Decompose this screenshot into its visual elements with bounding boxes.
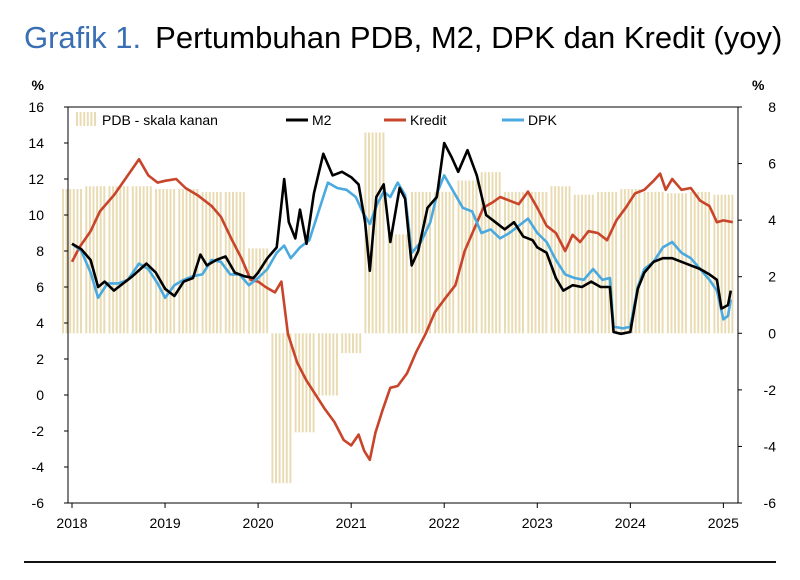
left-tick-label: 4 [36,315,44,331]
right-tick-label: 8 [768,99,776,115]
left-tick-label: 14 [28,135,44,151]
legend-swatch [76,112,78,126]
axes: 16 14 12 10 8 6 4 2 0 -2 -4 -6 8 6 4 2 0 -2 -4 -6% % 2018 2019… [28,77,776,531]
right-tick-label: 6 [768,156,776,172]
x-tick-label: 2025 [708,515,739,531]
legend-item-kredit: Kredit [384,112,447,128]
kredit-line [70,157,733,462]
gdp-bar [713,194,734,334]
gdp-bar [573,194,594,334]
gdp-bar [178,189,199,334]
chart-title-number: Grafik 1. [24,20,142,55]
gdp-bar [550,186,571,334]
x-tick-label: 2020 [243,515,274,531]
chart-title-text: Pertumbuhan PDB, M2, DPK dan Kredit (yoy… [155,20,783,55]
bottom-rule [24,561,776,563]
gdp-bar [387,234,408,334]
chart-title: Grafik 1. Pertumbuhan PDB, M2, DPK dan Kr… [24,20,782,56]
gdp-bar [62,189,82,334]
left-tick-label: 2 [36,351,44,367]
legend-label: M2 [312,112,332,128]
plot-frame [67,106,739,504]
right-tick-label: -6 [764,495,777,511]
legend-swatch [86,112,89,126]
right-tick-label: -2 [764,382,777,398]
left-tick-label: 0 [36,387,44,403]
left-tick-label: 12 [28,171,44,187]
legend: PDB - skala kanan M2 Kredit DPK [76,112,557,128]
x-tick-label: 2022 [429,515,460,531]
left-tick-label: -4 [32,459,45,475]
x-tick-label: 2019 [149,515,180,531]
legend-label: DPK [528,112,557,128]
left-tick-label: 8 [36,243,44,259]
legend-label: PDB - skala kanan [102,112,218,128]
gdp-bar [527,191,548,334]
left-unit-label: % [32,77,45,93]
x-tick-label: 2024 [615,515,646,531]
right-tick-label: 2 [768,269,776,285]
gdp-bar [248,248,269,334]
m2-line [71,141,733,336]
x-tick-label: 2018 [56,515,87,531]
left-tick-label: -2 [32,423,45,439]
right-tick-label: 4 [768,212,776,228]
x-tick-label: 2023 [522,515,553,531]
gdp-bar [271,333,292,484]
gdp-bar [434,191,455,334]
right-tick-label: -4 [764,438,777,454]
legend-swatch [79,112,82,126]
gdp-bar [155,189,176,334]
legend-label: Kredit [410,112,447,128]
legend-item-dpk: DPK [502,112,557,128]
left-tick-label: 6 [36,279,44,295]
series-lines [70,141,733,462]
gdp-bar [341,333,362,354]
right-tick-label: 0 [768,325,776,341]
legend-swatch [83,112,86,126]
left-tick-label: 10 [28,207,44,223]
gdp-bar [620,189,641,334]
gdp-bar [504,191,524,334]
x-tick-label: 2021 [336,515,367,531]
legend-item-gdp: PDB - skala kanan [76,112,218,128]
gdp-bar [108,186,129,334]
legend-swatch [94,112,96,126]
gdp-bar [131,186,152,334]
legend-item-m2: M2 [286,112,332,128]
gdp-bar [294,333,315,433]
gdp-bars [62,132,734,484]
gdp-bar [480,172,501,334]
left-tick-label: 16 [28,99,44,115]
gdp-bar [317,333,338,396]
left-tick-label: -6 [32,495,45,511]
right-unit-label: % [752,77,765,93]
gdp-bar [597,191,618,334]
legend-swatch [90,112,93,126]
